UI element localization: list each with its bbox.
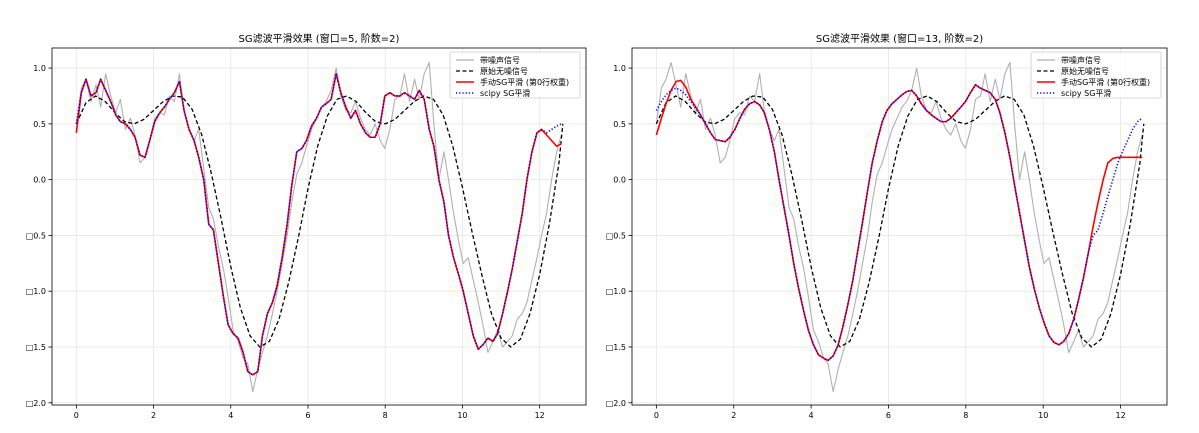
y-tick-label: □1.0 [26,287,46,296]
legend-label-3: scipy SG平滑 [1061,88,1111,98]
legend-label-3: scipy SG平滑 [480,88,530,98]
x-tick-label: 2 [731,411,736,420]
plot-area [52,48,586,405]
series-line-0 [655,61,1143,393]
legend-box [1030,51,1162,99]
y-tick-label: 0.5 [613,120,626,129]
chart-panel-0: 0 2 4 6 8 10 12 1.0 0.5 0.0 □0.5 □1.0 □1.5 □2.0 SG滤波平滑… [26,32,587,420]
y-tick-label: 1.0 [33,64,46,73]
chart-panel-1: 0 2 4 6 8 10 12 1.0 0.5 0.0 □0.5 □1.0 □1.5 □2.0 SG滤波平滑… [606,32,1168,420]
chart-title: SG滤波平滑效果 (窗口=13, 阶数=2) [816,32,983,45]
y-tick-label: □1.0 [606,287,626,296]
series-line-1 [655,95,1145,348]
x-tick-label: 0 [654,411,659,420]
y-tick-label: □0.5 [606,231,626,240]
x-tick-label: 10 [457,411,467,420]
legend-label-1: 原始无噪信号 [480,66,528,76]
legend-box [449,51,581,99]
legend-label-2: 手动SG平滑 (第0行权重) [480,77,569,87]
series-line-3 [655,84,1143,362]
series-line-3 [75,72,562,376]
x-tick-label: 0 [74,411,79,420]
legend-label-0: 带噪声信号 [1061,55,1101,65]
x-tick-label: 6 [886,411,891,420]
plot-area [632,48,1167,405]
y-tick-label: 1.0 [613,64,626,73]
x-tick-label: 4 [228,411,233,420]
y-tick-label: □1.5 [606,343,626,352]
y-tick-label: □2.0 [606,399,626,408]
y-tick-label: □1.5 [26,343,46,352]
x-tick-label: 8 [963,411,968,420]
axes-frame [631,47,1168,406]
legend-label-0: 带噪声信号 [480,55,520,65]
y-tick-label: □2.0 [26,399,46,408]
legend-label-2: 手动SG平滑 (第0行权重) [1061,77,1150,87]
x-tick-label: 12 [1115,411,1125,420]
y-tick-label: 0.5 [33,120,46,129]
x-tick-label: 12 [535,411,545,420]
x-tick-label: 10 [1038,411,1048,420]
y-tick-label: □0.5 [26,231,46,240]
axes-frame [51,47,587,406]
x-tick-label: 4 [809,411,814,420]
y-tick-label: 0.0 [613,176,626,185]
x-tick-label: 2 [151,411,156,420]
x-tick-label: 8 [383,411,388,420]
chart-title: SG滤波平滑效果 (窗口=5, 阶数=2) [239,32,400,45]
x-tick-label: 6 [305,411,310,420]
series-line-1 [75,95,564,348]
y-tick-label: 0.0 [33,176,46,185]
legend-label-1: 原始无噪信号 [1061,66,1109,76]
